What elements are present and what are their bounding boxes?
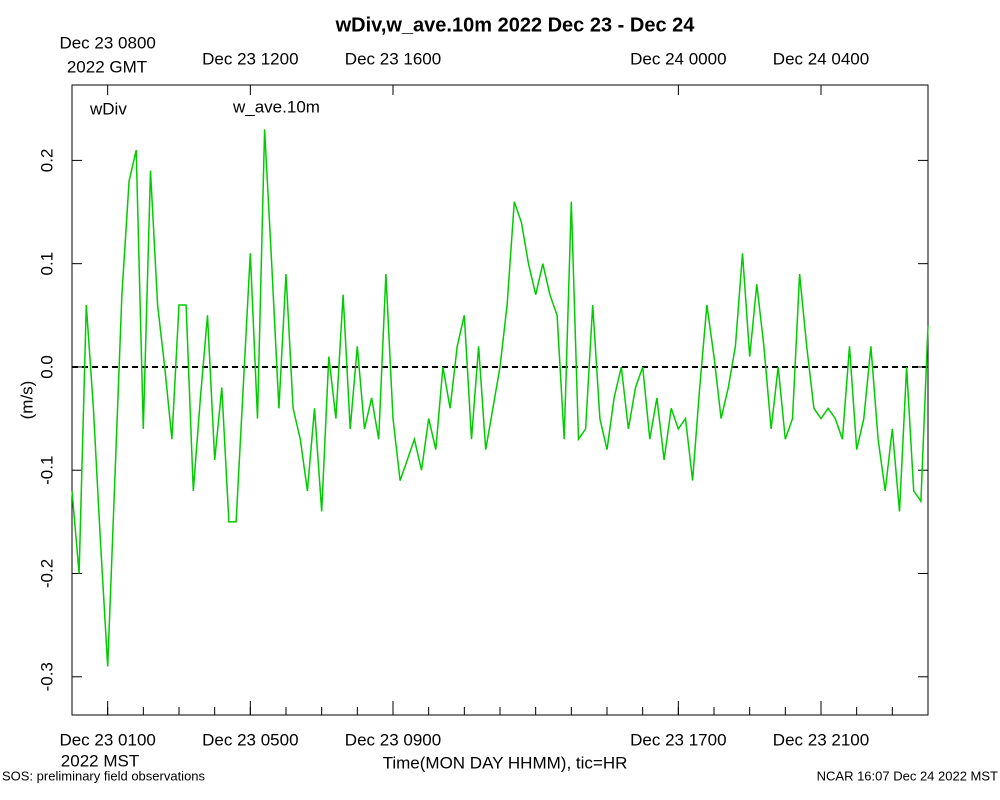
- x-unit-label: 2022 MST: [61, 751, 139, 770]
- x-tick-label: Dec 23 1700: [630, 730, 726, 749]
- x-tick-label: Dec 23 2100: [773, 730, 869, 749]
- x-axis-label: Time(MON DAY HHMM), tic=HR: [383, 753, 628, 772]
- x-tick-label: Dec 23 0100: [59, 730, 155, 749]
- footer-left: SOS: preliminary field observations: [2, 768, 206, 783]
- y-tick-label: 0.2: [37, 149, 56, 173]
- y-tick-label: -0.2: [37, 559, 56, 588]
- footer-right: NCAR 16:07 Dec 24 2022 MST: [817, 768, 998, 783]
- y-tick-label: -0.3: [37, 662, 56, 691]
- legend-entry: wDiv: [89, 99, 127, 118]
- x2-tick-label: Dec 23 1200: [202, 49, 298, 68]
- x2-unit-label: 2022 GMT: [67, 57, 147, 76]
- x2-tick-label: Dec 24 0000: [630, 49, 726, 68]
- y-axis-label: (m/s): [17, 381, 36, 420]
- x-tick-label: Dec 23 0500: [202, 730, 298, 749]
- x2-tick-label: Dec 23 0800: [59, 33, 155, 52]
- y-tick-label: 0.0: [37, 355, 56, 379]
- data-line: [71, 129, 929, 667]
- x2-tick-label: Dec 24 0400: [773, 49, 869, 68]
- y-tick-label: 0.1: [37, 252, 56, 276]
- chart-title: wDiv,w_ave.10m 2022 Dec 23 - Dec 24: [335, 14, 696, 36]
- x-tick-label: Dec 23 0900: [345, 730, 441, 749]
- y-tick-label: -0.1: [37, 456, 56, 485]
- legend-entry: w_ave.10m: [232, 97, 320, 116]
- x2-tick-label: Dec 23 1600: [345, 49, 441, 68]
